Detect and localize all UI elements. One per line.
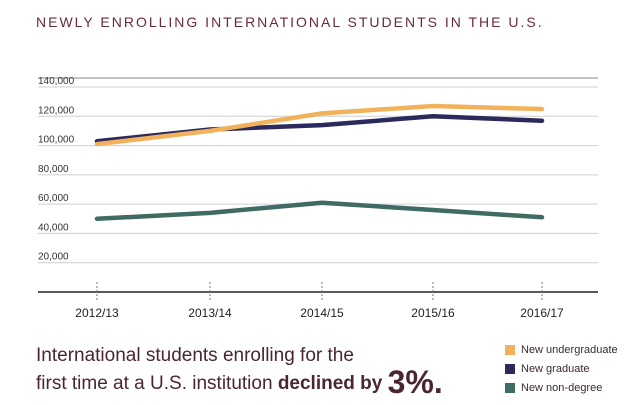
x-tick-label: 2014/15 xyxy=(300,306,344,320)
legend-item: New non-degree xyxy=(505,378,618,397)
legend-label: New graduate xyxy=(521,362,590,375)
x-tick-label: 2015/16 xyxy=(411,306,455,320)
x-tick-label: 2016/17 xyxy=(520,306,564,320)
legend-swatch xyxy=(505,344,515,355)
y-tick-label: 40,000 xyxy=(38,222,69,233)
legend-swatch xyxy=(505,382,515,393)
x-tick-label: 2013/14 xyxy=(188,306,232,320)
x-tick-label: 2012/13 xyxy=(75,306,119,320)
y-tick-label: 120,000 xyxy=(38,105,75,116)
legend-swatch xyxy=(505,363,515,374)
caption-period: . xyxy=(433,364,443,400)
caption-percent: 3% xyxy=(387,364,434,400)
caption-line-1: International students enrolling for the xyxy=(36,345,354,366)
series-lines xyxy=(94,103,545,222)
legend-item: New graduate xyxy=(505,359,618,378)
y-axis-ticks: 20,000 40,000 60,000 80,000 100,000 120,000 14… xyxy=(38,76,75,263)
chart-title: NEWLY ENROLLING INTERNATIONAL STUDENTS I… xyxy=(36,14,544,30)
legend: New undergraduate New graduate New non-deg… xyxy=(505,340,618,397)
y-tick-label: 60,000 xyxy=(38,193,69,204)
legend-label: New non-degree xyxy=(521,381,603,394)
caption-text: International students enrolling for the… xyxy=(36,343,506,398)
y-tick-label: 80,000 xyxy=(38,164,69,175)
x-axis-ticks: 2012/13 2013/14 2014/15 2015/16 2016/17 xyxy=(75,282,564,320)
y-tick-label: 140,000 xyxy=(38,76,75,87)
caption-line-2: first time at a U.S. institution decline… xyxy=(36,366,506,398)
caption-line-2-start: first time at a U.S. institution xyxy=(36,373,278,394)
line-chart: 20,000 40,000 60,000 80,000 100,000 120,000 14… xyxy=(38,76,598,320)
caption-declined: declined by xyxy=(277,373,388,394)
legend-item: New undergraduate xyxy=(505,340,618,359)
legend-label: New undergraduate xyxy=(521,343,618,356)
series-line-new-undergraduate xyxy=(94,103,545,147)
y-tick-label: 20,000 xyxy=(38,252,69,263)
y-tick-label: 100,000 xyxy=(38,135,75,146)
series-line-new-non-degree xyxy=(94,200,545,222)
